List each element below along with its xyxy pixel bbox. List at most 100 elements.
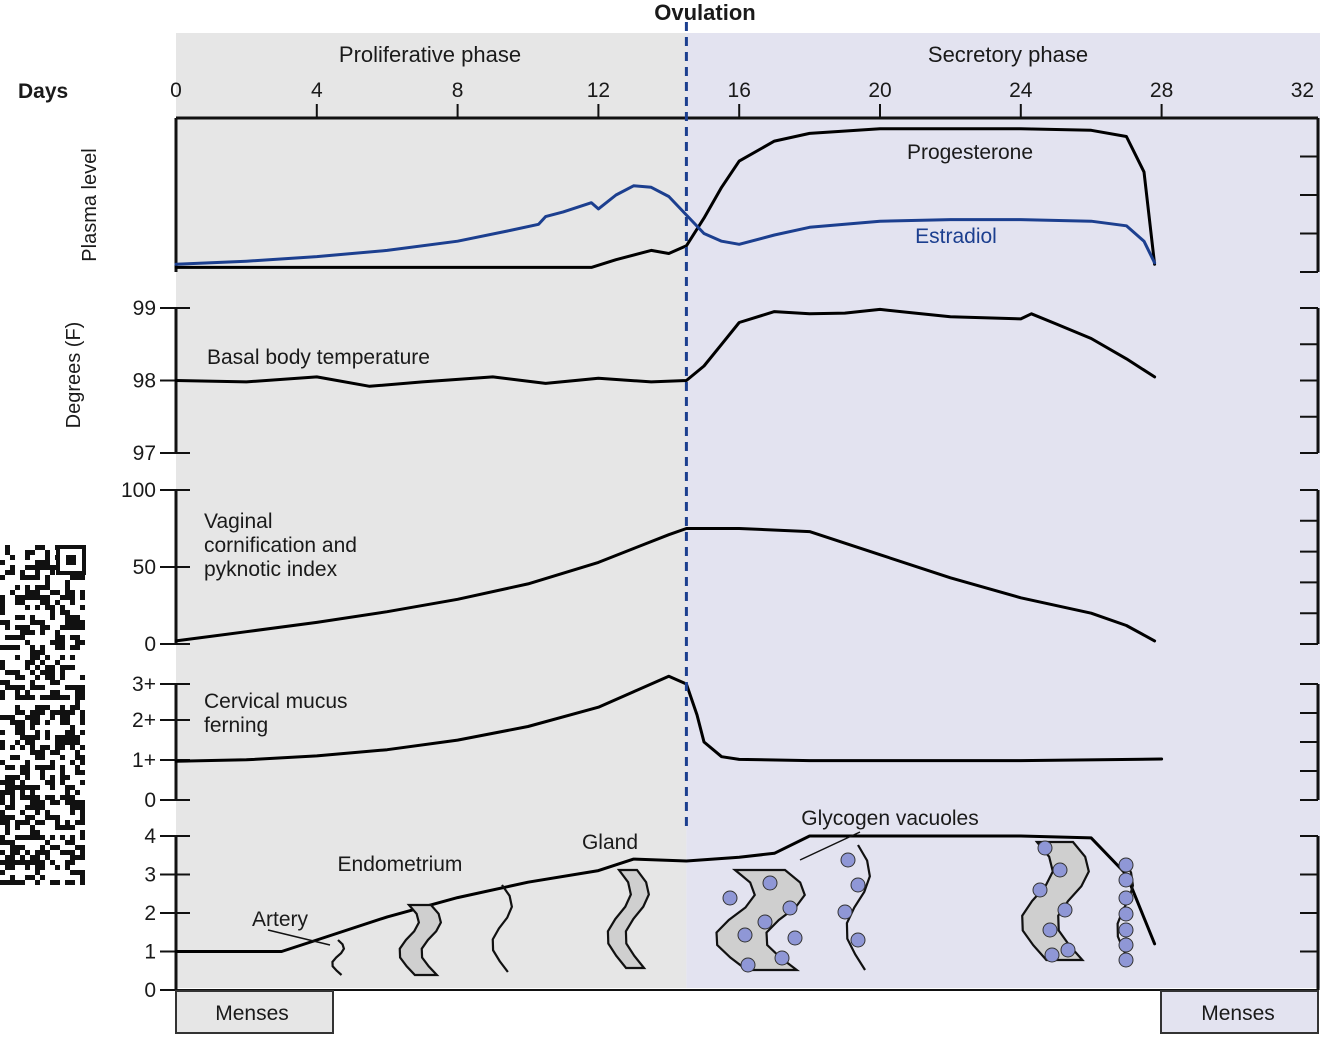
qr-module <box>15 850 20 855</box>
qr-module <box>5 545 10 550</box>
qr-module <box>25 770 30 775</box>
qr-module <box>55 740 60 745</box>
qr-module <box>30 725 35 730</box>
qr-module <box>75 615 80 620</box>
qr-module <box>70 655 75 660</box>
qr-module <box>55 600 60 605</box>
qr-module <box>45 705 50 710</box>
qr-module <box>25 565 30 570</box>
y-tick-label: 3 <box>144 864 156 887</box>
qr-module <box>0 780 5 785</box>
qr-module <box>45 560 50 565</box>
qr-module <box>55 800 60 805</box>
qr-module <box>45 795 50 800</box>
glycogen-vacuole-dot <box>1037 840 1053 856</box>
qr-module <box>15 835 20 840</box>
qr-module <box>75 695 80 700</box>
qr-module <box>20 730 25 735</box>
gland-shape-a <box>331 939 346 976</box>
qr-module <box>40 710 45 715</box>
y-tick-label: 2 <box>144 902 156 925</box>
series-line-endometrium-0 <box>174 834 1157 953</box>
progesterone-label: Progesterone <box>907 141 1033 164</box>
qr-module <box>50 775 55 780</box>
qr-module <box>70 600 75 605</box>
qr-module <box>20 780 25 785</box>
qr-module <box>10 645 15 650</box>
qr-module <box>10 815 15 820</box>
qr-module <box>30 800 35 805</box>
glycogen-vacuole-dot <box>774 950 790 966</box>
qr-module <box>50 765 55 770</box>
qr-module <box>10 780 15 785</box>
qr-module <box>35 720 40 725</box>
qr-module <box>20 795 25 800</box>
qr-module <box>40 765 45 770</box>
glycogen-vacuole-dot <box>1118 937 1134 953</box>
qr-module <box>5 680 10 685</box>
qr-module <box>70 805 75 810</box>
qr-module <box>55 820 60 825</box>
qr-module <box>40 565 45 570</box>
qr-module <box>80 850 85 855</box>
qr-module <box>15 880 20 885</box>
qr-module <box>60 835 65 840</box>
qr-module <box>5 840 10 845</box>
qr-module <box>20 745 25 750</box>
qr-module <box>30 745 35 750</box>
qr-module <box>80 810 85 815</box>
qr-module <box>45 695 50 700</box>
qr-module <box>20 625 25 630</box>
qr-module <box>40 820 45 825</box>
qr-module <box>80 820 85 825</box>
qr-module <box>65 620 70 625</box>
qr-module <box>5 805 10 810</box>
qr-module <box>5 620 10 625</box>
qr-module <box>45 565 50 570</box>
plasma-level-ylabel: Plasma level <box>79 148 101 261</box>
qr-module <box>35 870 40 875</box>
qr-module <box>65 825 70 830</box>
qr-module <box>25 625 30 630</box>
qr-module <box>0 595 5 600</box>
qr-module <box>20 570 25 575</box>
basal-body-temperature-label: Basal body temperature <box>207 346 430 369</box>
qr-module <box>35 685 40 690</box>
qr-module <box>50 880 55 885</box>
qr-module <box>75 620 80 625</box>
qr-module <box>20 820 25 825</box>
qr-module <box>65 595 70 600</box>
glycogen-vacuole-dot <box>850 877 866 893</box>
qr-module <box>60 595 65 600</box>
qr-module <box>35 710 40 715</box>
qr-module <box>75 855 80 860</box>
qr-module <box>0 730 5 735</box>
qr-module <box>15 690 20 695</box>
qr-module <box>50 605 55 610</box>
qr-module <box>80 745 85 750</box>
qr-module <box>60 825 65 830</box>
cervical-label-line1: Cervical mucus <box>204 690 348 713</box>
qr-module <box>75 870 80 875</box>
cervical-label-line2: ferning <box>204 714 268 737</box>
qr-module <box>55 690 60 695</box>
qr-module <box>25 715 30 720</box>
qr-module <box>30 595 35 600</box>
x-tick-label-32: 32 <box>1291 79 1314 102</box>
qr-module <box>70 880 75 885</box>
qr-module <box>15 730 20 735</box>
qr-finder-center <box>66 555 76 565</box>
qr-module <box>50 695 55 700</box>
qr-module <box>5 865 10 870</box>
qr-module <box>20 615 25 620</box>
qr-module <box>25 665 30 670</box>
qr-module <box>80 720 85 725</box>
qr-module <box>25 785 30 790</box>
qr-module <box>10 635 15 640</box>
qr-module <box>25 815 30 820</box>
qr-module <box>30 710 35 715</box>
qr-module <box>45 745 50 750</box>
qr-module <box>25 805 30 810</box>
qr-module <box>80 625 85 630</box>
